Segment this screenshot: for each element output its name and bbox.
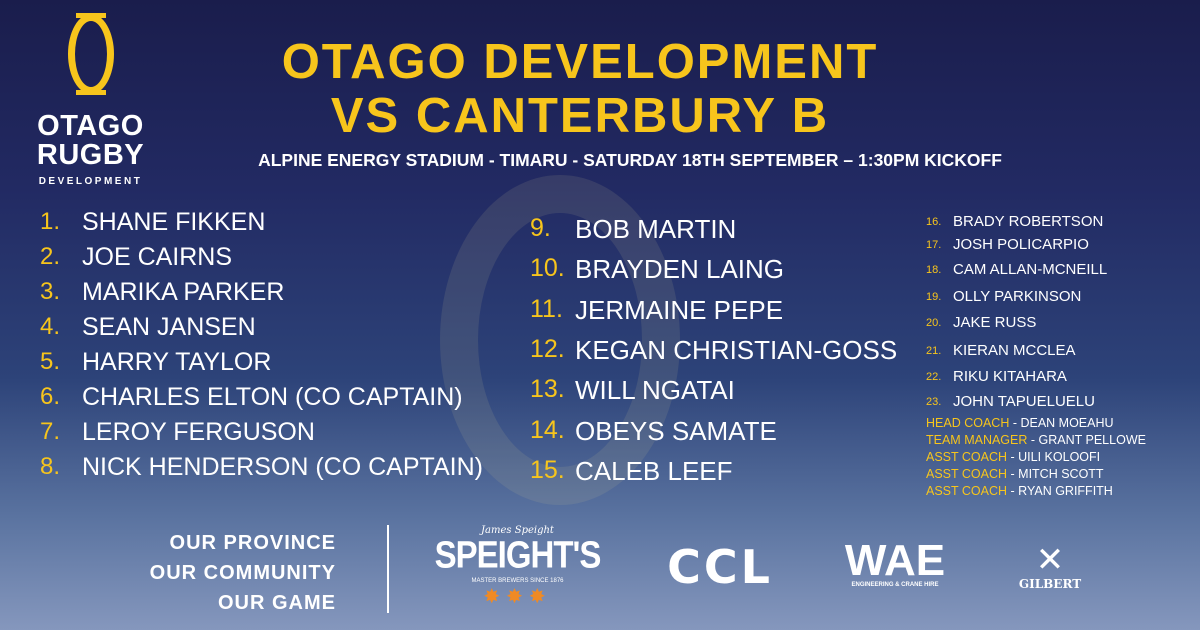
player-name: WILL NGATAI xyxy=(575,375,735,406)
speights-stars-icon: ✸✸✸ xyxy=(483,586,552,608)
player-number: 4. xyxy=(40,313,61,340)
player-name: SHANE FIKKEN xyxy=(82,208,266,236)
wae-wordmark: WAE xyxy=(844,536,946,585)
otago-rugby-logo: OTAGO RUGBY DEVELOPMENT xyxy=(28,14,153,187)
speights-tagline: MASTER BREWERS SINCE 1876 xyxy=(471,578,564,584)
gilbert-x-icon: ✕ xyxy=(1035,541,1065,579)
player-number: 12. xyxy=(530,334,565,363)
gilbert-logo: ✕ GILBERT xyxy=(1005,543,1095,591)
player-number: 21. xyxy=(926,345,942,357)
staff-role: ASST COACH xyxy=(926,467,1008,481)
staff-row: ASST COACH - RYAN GRIFFITH xyxy=(926,484,1113,498)
logo-line2: RUGBY xyxy=(36,139,145,171)
player-name: CHARLES ELTON (CO CAPTAIN) xyxy=(82,383,463,411)
staff-row: ASST COACH - MITCH SCOTT xyxy=(926,467,1104,481)
player-name: OLLY PARKINSON xyxy=(953,288,1082,305)
player-name: HARRY TAYLOR xyxy=(82,348,272,376)
title-line1: OTAGO DEVELOPMENT xyxy=(281,35,879,89)
player-number: 16. xyxy=(926,216,942,228)
player-number: 6. xyxy=(40,383,61,410)
speights-logo: James Speight SPEIGHT'S MASTER BREWERS S… xyxy=(430,525,605,609)
tagline-line: OUR PROVINCE xyxy=(169,532,336,554)
staff-role: TEAM MANAGER xyxy=(926,433,1028,447)
title-line2: VS CANTERBURY B xyxy=(330,89,830,143)
player-number: 8. xyxy=(40,453,61,480)
player-name: JOSH POLICARPIO xyxy=(953,236,1089,253)
staff-row: ASST COACH - UILI KOLOOFI xyxy=(926,450,1100,464)
player-name: NICK HENDERSON (CO CAPTAIN) xyxy=(82,453,483,481)
player-name: JERMAINE PEPE xyxy=(575,294,784,325)
player-name: JOHN TAPUELUELU xyxy=(953,393,1095,410)
gilbert-wordmark: GILBERT xyxy=(1018,577,1082,591)
player-number: 10. xyxy=(530,254,565,283)
player-number: 19. xyxy=(926,291,942,303)
staff-role: HEAD COACH xyxy=(926,416,1010,430)
player-name: KEGAN CHRISTIAN-GOSS xyxy=(575,334,898,365)
player-number: 17. xyxy=(926,239,942,251)
player-number: 2. xyxy=(40,243,61,270)
player-number: 13. xyxy=(530,375,565,404)
player-name: JOE CAIRNS xyxy=(82,243,233,271)
staff-name: - RYAN GRIFFITH xyxy=(1007,484,1113,498)
player-name: SEAN JANSEN xyxy=(82,313,256,341)
logo-line1: OTAGO xyxy=(37,110,144,142)
logo-line3: DEVELOPMENT xyxy=(38,176,143,187)
player-name: CALEB LEEF xyxy=(575,455,733,486)
player-number: 9. xyxy=(530,214,551,242)
player-number: 22. xyxy=(926,371,942,383)
player-name: BOB MARTIN xyxy=(575,214,737,244)
player-number: 3. xyxy=(40,278,61,305)
player-number: 11. xyxy=(530,294,563,323)
player-name: MARIKA PARKER xyxy=(82,278,285,306)
divider xyxy=(387,525,389,613)
match-details: ALPINE ENERGY STADIUM - TIMARU - SATURDA… xyxy=(258,150,1002,170)
player-number: 15. xyxy=(530,455,565,484)
staff-name: - DEAN MOEAHU xyxy=(1009,416,1114,430)
tagline-line: OUR GAME xyxy=(218,592,336,614)
otago-o-icon xyxy=(67,14,114,94)
staff-row: TEAM MANAGER - GRANT PELLOWE xyxy=(926,433,1146,447)
player-number: 1. xyxy=(40,208,61,235)
player-number: 5. xyxy=(40,348,61,375)
staff-name: - GRANT PELLOWE xyxy=(1027,433,1146,447)
player-number: 14. xyxy=(530,415,565,444)
player-name: RIKU KITAHARA xyxy=(953,368,1067,385)
tagline-line: OUR COMMUNITY xyxy=(149,562,336,584)
staff-role: ASST COACH xyxy=(926,450,1008,464)
player-name: CAM ALLAN-MCNEILL xyxy=(953,261,1108,278)
wae-tagline: ENGINEERING & CRANE HIRE xyxy=(851,582,939,588)
tagline: OUR PROVINCE OUR COMMUNITY OUR GAME xyxy=(150,528,336,618)
speights-wordmark: SPEIGHT'S xyxy=(434,533,602,576)
ccl-logo: CCL xyxy=(667,540,773,594)
player-number: 18. xyxy=(926,264,942,276)
speights-signature: James Speight xyxy=(481,525,554,536)
wae-logo: WAE ENGINEERING & CRANE HIRE xyxy=(835,536,955,589)
staff-name: - UILI KOLOOFI xyxy=(1007,450,1101,464)
player-name: BRAYDEN LAING xyxy=(575,254,785,285)
player-number: 7. xyxy=(40,418,61,445)
staff-role: ASST COACH xyxy=(926,484,1008,498)
player-name: BRADY ROBERTSON xyxy=(953,213,1104,230)
player-name: LEROY FERGUSON xyxy=(82,418,315,446)
staff-row: HEAD COACH - DEAN MOEAHU xyxy=(926,416,1114,430)
player-number: 23. xyxy=(926,396,942,408)
player-name: OBEYS SAMATE xyxy=(575,415,777,446)
player-name: JAKE RUSS xyxy=(953,314,1037,331)
player-number: 20. xyxy=(926,317,942,329)
player-name: KIERAN MCCLEA xyxy=(953,342,1076,359)
staff-name: - MITCH SCOTT xyxy=(1007,467,1104,481)
